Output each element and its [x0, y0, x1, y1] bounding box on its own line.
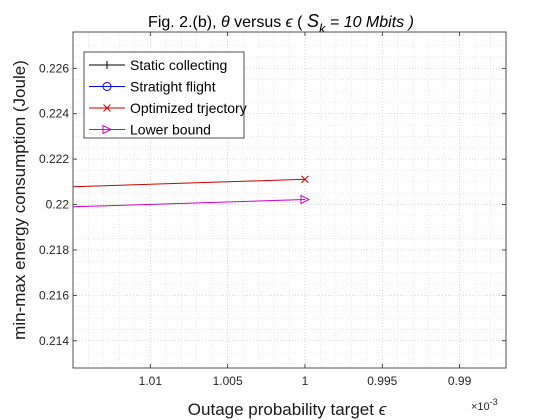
marker-shape: [300, 194, 311, 205]
series-layer: [72, 175, 311, 208]
y-tick-label: 0.214: [39, 334, 69, 348]
legend-swatch-marker: [103, 104, 111, 112]
series-point-3: [301, 175, 309, 184]
x-axis-label: Outage probability target ϵ: [188, 400, 387, 419]
axes-box: [72, 31, 507, 369]
legend-label: Lower bound: [130, 122, 211, 138]
legend-swatch-marker: [102, 82, 112, 91]
y-tick-label: 0.218: [39, 243, 69, 257]
y-tick-label: 0.226: [39, 61, 69, 75]
series-line-3: [72, 178, 306, 188]
legend-entry: Optimized trjectory: [89, 100, 247, 116]
legend-label: Static collecting: [130, 57, 227, 73]
legend-entry: Static collecting: [89, 57, 227, 73]
y-tick-label: 0.22: [46, 198, 70, 212]
ticks: 1.01 1.005 1 0.995 0.99 0.214 0.216 0.218 0.22 0.…: [39, 32, 506, 388]
legend-swatch-marker: [102, 124, 113, 135]
x-tick-label: 0.995: [367, 374, 397, 388]
legend-swatch-marker: [103, 61, 111, 69]
legend-label: Optimized trjectory: [130, 100, 247, 116]
marker-stroke: [103, 104, 111, 112]
legend-entry: Lower bound: [89, 122, 211, 138]
legend: Static collecting Stratight flight Optimiz…: [83, 51, 247, 139]
marker-stroke: [301, 175, 309, 184]
y-tick-label: 0.222: [39, 152, 69, 166]
marker-shape: [102, 124, 113, 135]
legend-box: [83, 51, 245, 139]
x-tick-label: 1.01: [139, 374, 163, 388]
y-tick-label: 0.216: [39, 288, 69, 302]
x-axis-exponent: ×10-3: [471, 397, 498, 413]
x-tick-label: 0.99: [448, 374, 472, 388]
y-axis-label: min-max energy consumption (Joule): [10, 60, 29, 340]
legend-entry: Stratight flight: [89, 79, 216, 95]
marker-shape: [102, 82, 112, 91]
series-line-4: [72, 199, 306, 208]
chart-title: Fig. 2.(b), θ versus ϵ ( Sk = 10 Mbits ): [148, 11, 414, 36]
x-tick-label: 1: [302, 374, 309, 388]
legend-label: Stratight flight: [130, 79, 216, 95]
y-tick-label: 0.224: [39, 107, 69, 121]
x-tick-label: 1.005: [213, 374, 243, 388]
series-point-4: [300, 194, 311, 205]
grid: [73, 32, 506, 368]
